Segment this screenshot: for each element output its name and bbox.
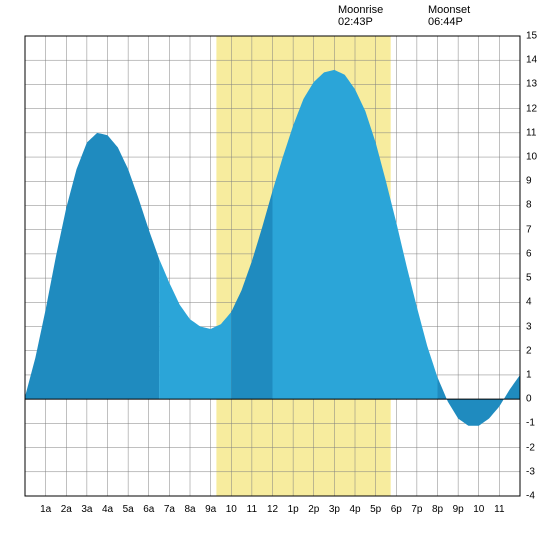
x-tick-label: 12: [267, 504, 278, 515]
x-tick-label: 2a: [61, 504, 72, 515]
x-tick-label: 3p: [329, 504, 340, 515]
x-tick-label: 4p: [349, 504, 360, 515]
y-tick-label: -3: [526, 466, 535, 477]
y-tick-label: 15: [526, 31, 537, 42]
x-tick-label: 8a: [184, 504, 195, 515]
x-tick-label: 6p: [391, 504, 402, 515]
chart-svg: [0, 0, 550, 550]
y-tick-label: 7: [526, 224, 532, 235]
y-tick-label: 8: [526, 200, 532, 211]
y-tick-label: 3: [526, 321, 532, 332]
y-tick-label: 5: [526, 273, 532, 284]
x-tick-label: 1p: [288, 504, 299, 515]
tide-area-segment: [273, 70, 438, 399]
x-tick-label: 8p: [432, 504, 443, 515]
y-tick-label: 10: [526, 152, 537, 163]
x-tick-label: 3a: [81, 504, 92, 515]
x-tick-label: 7a: [164, 504, 175, 515]
tide-chart: Moonrise 02:43P Moonset 06:44P 1a2a3a4a5…: [0, 0, 550, 550]
y-tick-label: 6: [526, 248, 532, 259]
x-tick-label: 11: [247, 504, 257, 515]
x-tick-label: 1a: [40, 504, 51, 515]
y-tick-label: 9: [526, 176, 532, 187]
y-tick-label: 2: [526, 345, 532, 356]
y-tick-label: -1: [526, 418, 535, 429]
y-tick-label: -2: [526, 442, 535, 453]
x-tick-label: 11: [494, 504, 504, 515]
y-tick-label: 11: [526, 127, 536, 138]
x-tick-label: 5a: [123, 504, 134, 515]
x-tick-label: 6a: [143, 504, 154, 515]
y-tick-label: 13: [526, 79, 537, 90]
y-tick-label: 12: [526, 103, 537, 114]
x-tick-label: 2p: [308, 504, 319, 515]
x-tick-label: 10: [226, 504, 237, 515]
y-tick-label: 14: [526, 55, 537, 66]
y-tick-label: 0: [526, 394, 532, 405]
x-tick-label: 5p: [370, 504, 381, 515]
x-tick-label: 9a: [205, 504, 216, 515]
x-tick-label: 7p: [411, 504, 422, 515]
x-tick-label: 9p: [453, 504, 464, 515]
y-tick-label: -4: [526, 491, 535, 502]
tide-area-segment: [25, 133, 159, 399]
x-tick-label: 4a: [102, 504, 113, 515]
y-tick-label: 4: [526, 297, 532, 308]
y-tick-label: 1: [526, 369, 532, 380]
x-tick-label: 10: [473, 504, 484, 515]
